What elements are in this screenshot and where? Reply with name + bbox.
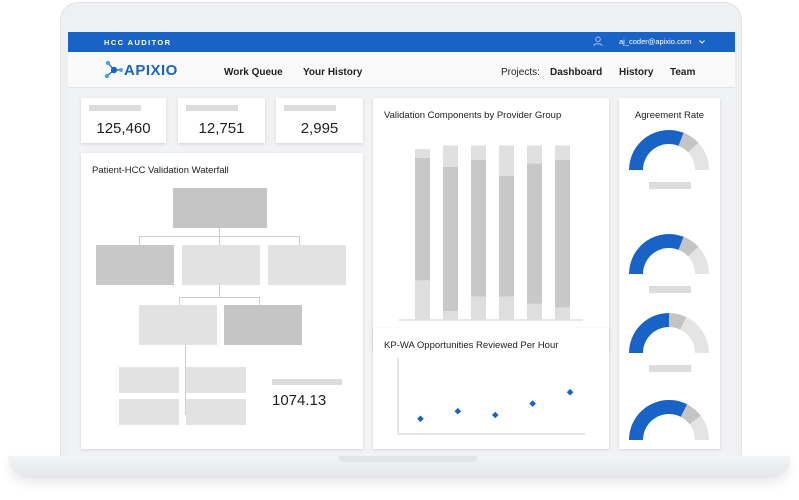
bar-segment: [415, 280, 430, 320]
nav-work-queue[interactable]: Work Queue: [224, 67, 283, 78]
stat-card[interactable]: 2,995: [276, 98, 363, 143]
stat-label-placeholder: [186, 105, 238, 111]
gauge-mid-arc: [680, 404, 701, 425]
bar-segment: [499, 296, 514, 320]
stat-value: 12,751: [198, 120, 245, 137]
nav-history[interactable]: History: [619, 67, 654, 78]
waterfall-node[interactable]: [119, 367, 179, 393]
app-name: HCC AUDITOR: [104, 38, 172, 47]
waterfall-node[interactable]: [173, 188, 267, 228]
waterfall-node[interactable]: [224, 305, 302, 345]
agreement-card: Agreement Rate: [619, 98, 720, 449]
gauge-label-placeholder: [649, 182, 691, 189]
nav-dashboard[interactable]: Dashboard: [550, 67, 603, 78]
bar-segment: [499, 176, 514, 297]
bar-segment: [499, 145, 514, 176]
bar-segment: [415, 149, 430, 158]
bar-segment: [555, 307, 570, 320]
connector-line: [139, 236, 140, 245]
gauge-rest-arc: [689, 415, 709, 440]
waterfall-value: 1074.13: [272, 392, 327, 409]
connector-line: [219, 285, 220, 297]
logo-icon: [104, 60, 123, 79]
app-screen: HCC AUDITOR aj_coder@apixio.com APIXIO W…: [68, 32, 735, 456]
gauge-value-arc: [629, 313, 669, 353]
logo-text: APIXIO: [124, 62, 178, 79]
waterfall-title: Patient-HCC Validation Waterfall: [92, 165, 229, 176]
data-point: [417, 415, 424, 423]
user-email[interactable]: aj_coder@apixio.com: [619, 37, 692, 46]
bar-segment: [527, 303, 542, 320]
bar-segment: [555, 159, 570, 308]
stat-value: 125,460: [96, 120, 151, 137]
laptop-base: [8, 456, 791, 478]
waterfall-node[interactable]: [139, 305, 217, 345]
bar-segment: [527, 163, 542, 304]
bar-segment: [527, 145, 542, 164]
connector-line: [219, 228, 220, 236]
nav-your-history[interactable]: Your History: [303, 67, 363, 78]
gauge-value-arc: [629, 400, 688, 440]
gauge-mid-arc: [678, 132, 699, 153]
connector-line: [179, 297, 180, 305]
waterfall-node[interactable]: [186, 367, 246, 393]
agreement-gauges: [629, 130, 709, 440]
projects-label: Projects:: [501, 67, 540, 78]
components-chart: [399, 145, 583, 321]
connector-line: [185, 345, 186, 415]
stat-value: 2,995: [300, 120, 339, 137]
bar-segment: [471, 296, 486, 320]
bar-segment: [471, 159, 486, 297]
gauge-mid-arc: [669, 313, 687, 330]
components-title: Validation Components by Provider Group: [384, 110, 562, 121]
gauge-rest-arc: [680, 316, 709, 353]
gauge-value-arc: [629, 130, 684, 170]
value-label-placeholder: [272, 379, 342, 385]
bar-segment: [443, 145, 458, 167]
data-point: [566, 388, 574, 396]
waterfall-node[interactable]: [186, 399, 246, 425]
kpwa-card: KP-WA Opportunities Reviewed Per Hour: [373, 328, 609, 449]
waterfall-card: Patient-HCC Validation Waterfall 1074.13: [81, 153, 363, 449]
agreement-title: Agreement Rate: [634, 110, 705, 121]
waterfall-node[interactable]: [182, 245, 260, 285]
kpwa-title: KP-WA Opportunities Reviewed Per Hour: [384, 340, 559, 351]
nav-bar: APIXIO Work Queue Your History Projects:…: [68, 52, 735, 88]
data-point: [491, 411, 499, 419]
apixio-logo[interactable]: APIXIO: [104, 59, 214, 81]
waterfall-node[interactable]: [268, 245, 346, 285]
bar-segment: [415, 158, 430, 281]
connector-line: [179, 297, 259, 298]
connector-line: [259, 297, 260, 305]
gauge-value-arc: [629, 234, 684, 274]
components-card: Validation Components by Provider Group: [373, 98, 609, 350]
bar-segment: [555, 145, 570, 160]
waterfall-node[interactable]: [119, 399, 179, 425]
bar-segment: [443, 167, 458, 311]
data-point: [529, 400, 536, 407]
laptop-notch: [338, 456, 478, 462]
connector-line: [299, 236, 300, 245]
stat-label-placeholder: [284, 105, 336, 111]
chevron-down-icon[interactable]: [698, 38, 706, 46]
gauge-rest-arc: [688, 142, 709, 170]
nav-team[interactable]: Team: [670, 67, 696, 78]
gauge-label-placeholder: [649, 286, 691, 293]
stat-label-placeholder: [89, 105, 141, 111]
waterfall-node[interactable]: [96, 245, 174, 285]
gauge-label-placeholder: [649, 365, 691, 372]
gauge-rest-arc: [688, 246, 709, 274]
connector-line: [219, 236, 220, 245]
gauge-mid-arc: [678, 236, 699, 257]
bar-segment: [471, 145, 486, 160]
user-icon[interactable]: [592, 35, 604, 47]
kpwa-chart: [397, 358, 585, 435]
data-point: [454, 407, 462, 415]
stat-card[interactable]: 12,751: [178, 98, 265, 143]
stat-card[interactable]: 125,460: [81, 98, 166, 143]
bar-segment: [443, 311, 458, 320]
top-bar: HCC AUDITOR aj_coder@apixio.com: [68, 32, 735, 52]
